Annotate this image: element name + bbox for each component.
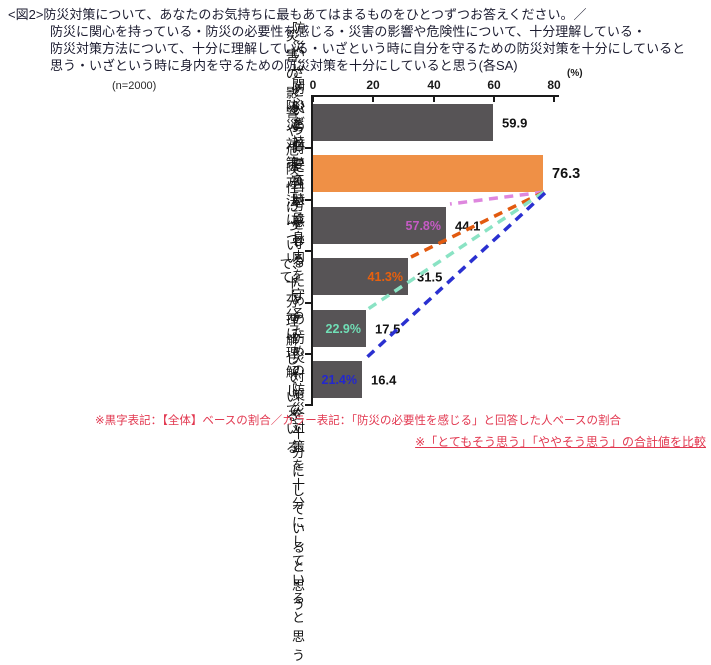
figure-title-line-1: <図2>防災対策について、あなたのお気持ちに最もあてはまるものをひとつずつお答え…: [8, 7, 587, 22]
figure-title-line-3: 防災対策方法について、十分に理解している・いざという時に自分を守るための防災対策…: [50, 41, 686, 56]
x-axis-tick-label-0: 0: [309, 78, 317, 92]
x-axis-tick-label-60: 60: [487, 78, 501, 92]
y-axis-tick: [305, 404, 311, 406]
bar-jibun-mamoru: 22.9%: [313, 310, 366, 347]
y-axis-tick: [305, 250, 311, 252]
y-axis-tick: [305, 353, 311, 355]
x-axis-tick: [312, 97, 314, 102]
highlighted-bar-hitsuyousei: [313, 155, 543, 192]
chart-row-houhou-rikai: 防災対策方法について、 十分に理解している 41.3% 31.5: [280, 98, 711, 455]
bar-houhou-rikai: 41.3%: [313, 258, 408, 295]
y-axis-line: [311, 95, 313, 406]
category-label: 防災対策方法について、 十分に理解している: [279, 98, 306, 455]
bar-value-label: 76.3: [552, 165, 581, 182]
bar-value-label: 16.4: [371, 372, 397, 387]
x-axis-tick-label-40: 40: [427, 78, 441, 92]
bar-miuchi-mamoru: 21.4%: [313, 361, 362, 398]
x-axis-tick: [553, 97, 555, 102]
bar-value-label: 59.9: [502, 115, 528, 130]
category-label: 災害の影響や危険性について、 十分理解している: [279, 28, 306, 423]
y-axis-tick: [305, 147, 311, 149]
x-axis-tick: [372, 97, 374, 102]
chart-row-miuchi-mamoru: いざという時に身内を守るための 防災対策を十分にしていると思う 21.4% 16…: [292, 97, 711, 663]
category-label: 防災に関心を持っている: [291, 20, 305, 225]
sub-percentage-label-blue: 21.4%: [321, 372, 357, 387]
category-label: いざという時に身内を守るための 防災対策を十分にしていると思う: [291, 96, 305, 663]
figure-title-line-4: 思う・いざという時に身内を守るための防災対策を十分にしていると思う(各SA): [50, 58, 518, 73]
bar-eikyou-rikai: 57.8%: [313, 207, 446, 244]
y-axis-tick: [305, 302, 311, 304]
chart-row-hitsuyousei: 防災の必要性を感じる 76.3: [292, 81, 711, 267]
x-axis-tick: [433, 97, 435, 102]
x-axis-tick-label-20: 20: [366, 78, 380, 92]
sample-size-label: (n=2000): [112, 80, 157, 92]
note-base-description: ※黒字表記：【全体】ベースの割合／カラー表記：「防災の必要性を感じる」と回答した…: [95, 415, 621, 427]
percent-unit-label: (%): [567, 68, 583, 79]
chart-row-jibun-mamoru: いざという時に自分を守るための 防災対策を十分にしていると思う 22.9% 17…: [292, 46, 711, 612]
note-comparison: ※「とてもそう思う」「ややそう思う」の合計値を比較: [415, 435, 706, 449]
sub-percentage-label-teal: 22.9%: [325, 321, 361, 336]
sub-percentage-label-magenta: 57.8%: [405, 218, 441, 233]
bar-value-label: 44.1: [455, 218, 481, 233]
chart-row-kanshin: 防災に関心を持っている 59.9: [292, 20, 711, 225]
bar-value-label: 17.5: [375, 321, 401, 336]
sub-percentage-label-orange: 41.3%: [367, 269, 403, 284]
bar-value-label: 31.5: [417, 269, 443, 284]
chart-row-eikyou-rikai: 災害の影響や危険性について、 十分理解している 57.8% 44.1: [280, 28, 711, 423]
x-axis-line: [311, 95, 559, 97]
y-axis-tick: [305, 199, 311, 201]
category-label: 防災の必要性を感じる: [291, 80, 305, 267]
bar-kanshin: [313, 104, 493, 141]
figure-title-line-2: 防災に関心を持っている・防災の必要性を感じる・災害の影響や危険性について、十分理…: [50, 24, 646, 39]
x-axis-tick: [493, 97, 495, 102]
x-axis-tick-label-80: 80: [547, 78, 561, 92]
figure2-survey-chart: { "title": { "lines": [ "<図2>防災対策について、あな…: [8, 7, 711, 663]
